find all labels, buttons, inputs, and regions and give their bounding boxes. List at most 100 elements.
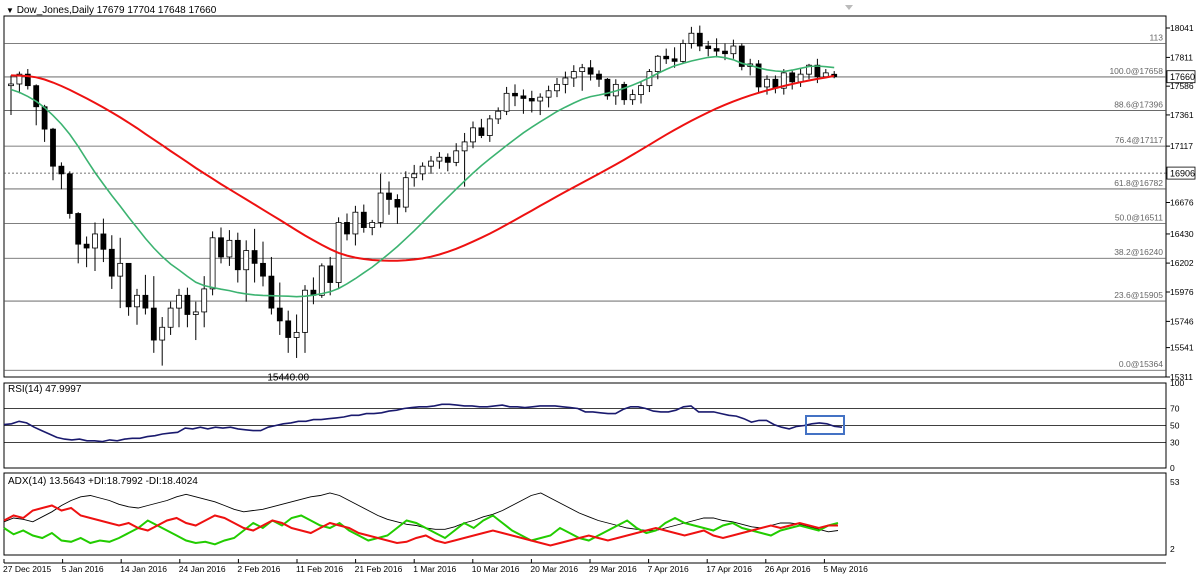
plus-di-line [3, 514, 839, 546]
bear-candle [268, 275, 275, 309]
bull-candle [176, 294, 182, 309]
rsi-tick-label: 30 [1170, 438, 1180, 448]
bull-candle [16, 73, 23, 85]
bull-candle [638, 85, 644, 96]
bull-candle [688, 32, 695, 44]
fib-level-label: 61.8@16782 [1114, 178, 1163, 188]
price-tick-label: 15746 [1170, 316, 1194, 326]
bear-candle [260, 262, 266, 277]
bull-candle [167, 307, 174, 328]
bull-candle [822, 72, 829, 78]
price-tick-label: 15541 [1170, 343, 1194, 353]
time-tick-label: 24 Jan 2016 [179, 564, 226, 574]
rsi-line [3, 403, 843, 443]
minus-di-line [3, 504, 838, 547]
bull-candle [201, 288, 208, 313]
bear-candle [621, 83, 628, 101]
bear-candle [66, 173, 73, 214]
bear-candle [789, 72, 796, 83]
bear-candle [344, 222, 350, 235]
bear-candle [671, 58, 678, 62]
crosshair-price-tag-box [1166, 166, 1196, 180]
symbol-menu[interactable]: ▼ Dow_Jones,Daily 17679 17704 17648 1766… [6, 5, 216, 16]
adx-tick-label: 2 [1170, 544, 1175, 554]
bull-candle [495, 110, 502, 120]
bear-candle [386, 192, 392, 200]
price-tick-label: 17361 [1170, 110, 1194, 120]
bull-candle [226, 239, 233, 258]
fib-level-label: 23.6@15905 [1114, 290, 1163, 300]
fib-level-label: 76.4@17117 [1115, 135, 1163, 145]
fib-level-label: 50.0@16511 [1115, 213, 1163, 223]
bear-candle [713, 48, 720, 52]
time-tick-label: 17 Apr 2016 [706, 564, 752, 574]
bear-candle [75, 213, 82, 245]
bear-candle [285, 320, 292, 338]
bull-candle [192, 311, 199, 315]
bear-candle [604, 78, 611, 97]
bull-candle [377, 192, 384, 223]
bull-candle [243, 250, 250, 271]
time-tick-label: 14 Jan 2016 [120, 564, 167, 574]
fast-moving-average-line [10, 55, 835, 298]
bear-candle [705, 45, 712, 49]
bull-candle [554, 83, 560, 92]
bull-candle [570, 71, 577, 79]
bear-candle [478, 127, 485, 136]
fib-level-label: 88.6@17396 [1114, 99, 1163, 109]
fib-level-label: 100.0@17658 [1109, 66, 1163, 76]
price-tick-label: 15311 [1170, 372, 1193, 382]
bull-candle [503, 92, 510, 112]
bull-candle [654, 55, 661, 72]
time-tick-label: 5 May 2016 [823, 564, 868, 574]
price-tick-label: 16430 [1170, 229, 1194, 239]
bear-candle [696, 32, 703, 47]
bear-candle [596, 73, 602, 80]
adx-tick-label: 53 [1170, 477, 1180, 487]
adx-line [3, 492, 839, 533]
bear-candle [50, 128, 56, 167]
bull-candle [436, 156, 443, 162]
fib-level-label: 38.2@16240 [1114, 247, 1163, 257]
bull-candle [562, 77, 569, 85]
bear-candle [251, 250, 258, 264]
bear-candle [327, 265, 334, 283]
bear-candle [512, 92, 518, 97]
rsi-tick-label: 100 [1170, 378, 1184, 388]
time-tick-label: 21 Feb 2016 [355, 564, 403, 574]
bull-candle [117, 262, 124, 277]
bear-candle [33, 85, 40, 108]
bull-candle [318, 265, 325, 296]
bear-candle [125, 262, 132, 308]
bull-candle [411, 173, 418, 179]
rsi-tick-label: 0 [1170, 463, 1175, 473]
bull-candle [461, 141, 468, 152]
bull-candle [209, 237, 216, 290]
bull-candle [629, 94, 636, 101]
chart-shift-marker [845, 5, 853, 10]
time-tick-label: 29 Mar 2016 [589, 564, 637, 574]
current-price-tag: 17660 [1170, 72, 1195, 82]
bear-candle [587, 67, 594, 75]
rsi-highlight-box [805, 415, 845, 435]
bear-candle [58, 165, 65, 175]
bear-candle [394, 199, 401, 208]
bear-candle [276, 307, 283, 322]
bull-candle [369, 222, 376, 228]
dropdown-triangle-icon[interactable]: ▼ [6, 6, 14, 15]
bull-candle [780, 72, 787, 89]
price-tick-label: 15976 [1170, 287, 1194, 297]
bull-candle [453, 150, 460, 163]
bear-candle [142, 294, 149, 309]
current-price-tag-box [1166, 70, 1196, 84]
bear-candle [234, 239, 241, 271]
bear-candle [360, 211, 367, 228]
bear-candle [184, 294, 191, 315]
bear-candle [83, 243, 90, 249]
crosshair-price-tag: 16906 [1170, 169, 1195, 179]
time-tick-label: 26 Apr 2016 [765, 564, 811, 574]
bull-candle [92, 233, 98, 249]
bull-candle [428, 160, 434, 167]
bull-candle [537, 96, 544, 102]
